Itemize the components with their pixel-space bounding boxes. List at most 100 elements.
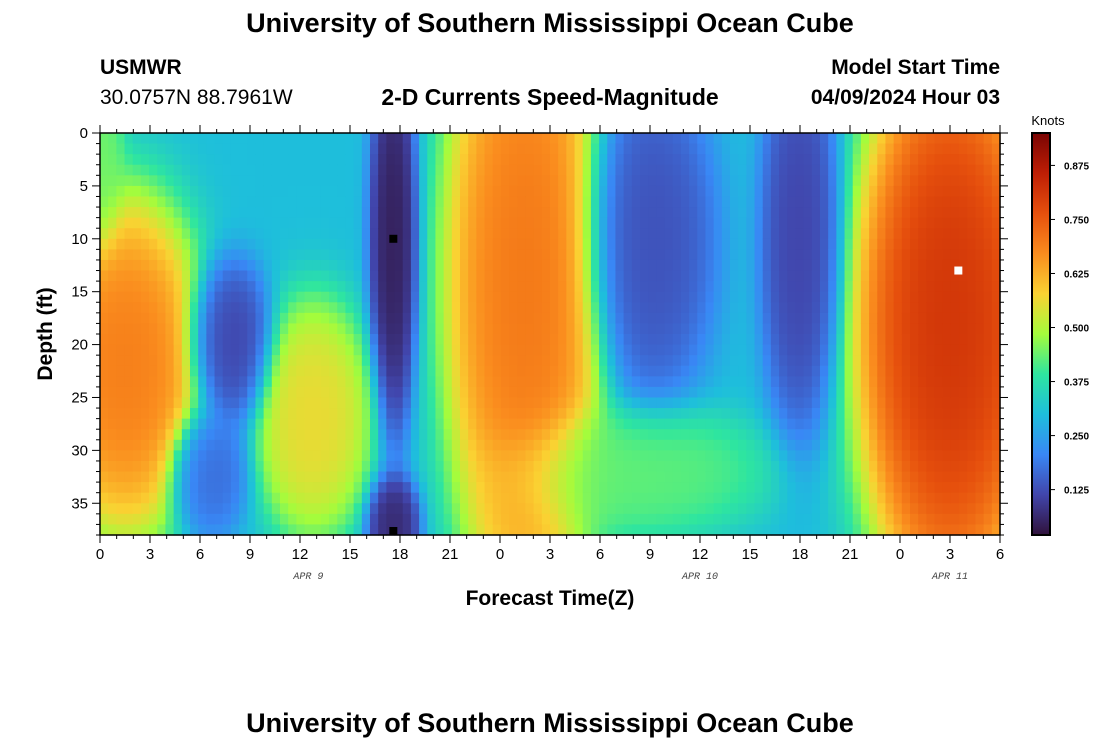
heatmap-cell [394,482,404,494]
heatmap-cell [345,281,355,293]
heatmap-cell [149,492,158,504]
heatmap-cell [468,238,477,250]
heatmap-cell [468,196,477,208]
heatmap-cell [877,154,887,166]
heatmap-cell [926,154,936,166]
heatmap-cell [623,482,633,494]
heatmap-cell [108,281,117,293]
heatmap-cell [198,471,207,483]
heatmap-cell [803,450,813,462]
heatmap-cell [664,175,674,187]
heatmap-cell [394,376,404,388]
heatmap-cell [754,482,764,494]
heatmap-cell [214,439,224,451]
heatmap-cell [590,281,600,293]
heatmap-cell [852,471,862,483]
heatmap-cell [427,164,437,176]
heatmap-cell [934,460,944,473]
heatmap-cell [779,418,788,430]
heatmap-cell [181,460,191,473]
heatmap-cell [198,429,207,441]
heatmap-cell [410,460,420,473]
heatmap-cell [320,386,330,399]
heatmap-cell [918,175,927,187]
heatmap-cell [983,312,993,325]
heatmap-cell [689,482,698,494]
heatmap-cell [353,302,363,314]
heatmap-cell [746,249,756,261]
heatmap-cell [476,365,486,377]
heatmap-cell [558,185,567,198]
heatmap-cell [803,217,813,229]
heatmap-cell [746,408,756,420]
heatmap-cell [509,323,518,335]
heatmap-cell [435,513,445,526]
heatmap-cell [370,312,379,325]
heatmap-cell [975,291,985,303]
heatmap-cell [337,513,347,526]
heatmap-cell [484,185,494,198]
heatmap-cell [844,143,854,155]
heatmap-cell [967,185,977,198]
heatmap-cell [803,460,813,473]
heatmap-cell [149,513,158,526]
heatmap-cell [247,482,257,494]
heatmap-cell [190,323,199,335]
heatmap-cell [983,281,993,293]
heatmap-cell [214,408,224,420]
heatmap-cell [419,376,428,388]
heatmap-cell [836,418,846,430]
heatmap-cell [108,450,117,462]
heatmap-cell [394,281,404,293]
heatmap-cell [124,524,134,536]
heatmap-cell [435,207,445,219]
heatmap-cell [975,270,985,282]
heatmap-cell [697,228,707,240]
heatmap-cell [730,217,739,229]
heatmap-cell [762,334,772,346]
heatmap-cell [558,207,567,219]
heatmap-cell [451,418,461,430]
heatmap-cell [623,513,633,526]
heatmap-cell [950,164,960,176]
heatmap-cell [132,154,142,166]
heatmap-cell [787,344,797,356]
heatmap-cell [582,397,592,409]
heatmap-cell [779,513,788,526]
heatmap-cell [983,376,993,388]
heatmap-cell [370,344,379,356]
heatmap-cell [288,196,297,208]
heatmap-cell [828,164,837,176]
heatmap-cell [419,450,428,462]
heatmap-cell [132,302,142,314]
heatmap-cell [181,238,191,250]
heatmap-cell [787,217,797,229]
heatmap-cell [509,302,518,314]
heatmap-cell [934,418,944,430]
heatmap-cell [730,238,739,250]
heatmap-cell [361,323,371,335]
x-tick-label: 3 [546,546,554,563]
heatmap-cell [991,249,1001,261]
heatmap-cell [410,270,420,282]
heatmap-cell [230,291,240,303]
heatmap-cell [337,228,347,240]
heatmap-cell [165,386,175,399]
heatmap-cell [402,143,412,155]
heatmap-cell [230,302,240,314]
heatmap-cell [198,408,207,420]
heatmap-cell [631,418,641,430]
heatmap-cell [926,133,936,145]
heatmap-cell [918,334,927,346]
heatmap-cell [100,228,109,240]
heatmap-cell [533,460,543,473]
heatmap-cell [484,513,494,526]
heatmap-cell [762,503,772,515]
heatmap-cell [975,386,985,399]
heatmap-cell [492,185,502,198]
heatmap-cell [697,281,707,293]
heatmap-cell [460,524,469,536]
heatmap-cell [795,302,805,314]
heatmap-cell [836,185,846,198]
heatmap-cell [877,323,887,335]
